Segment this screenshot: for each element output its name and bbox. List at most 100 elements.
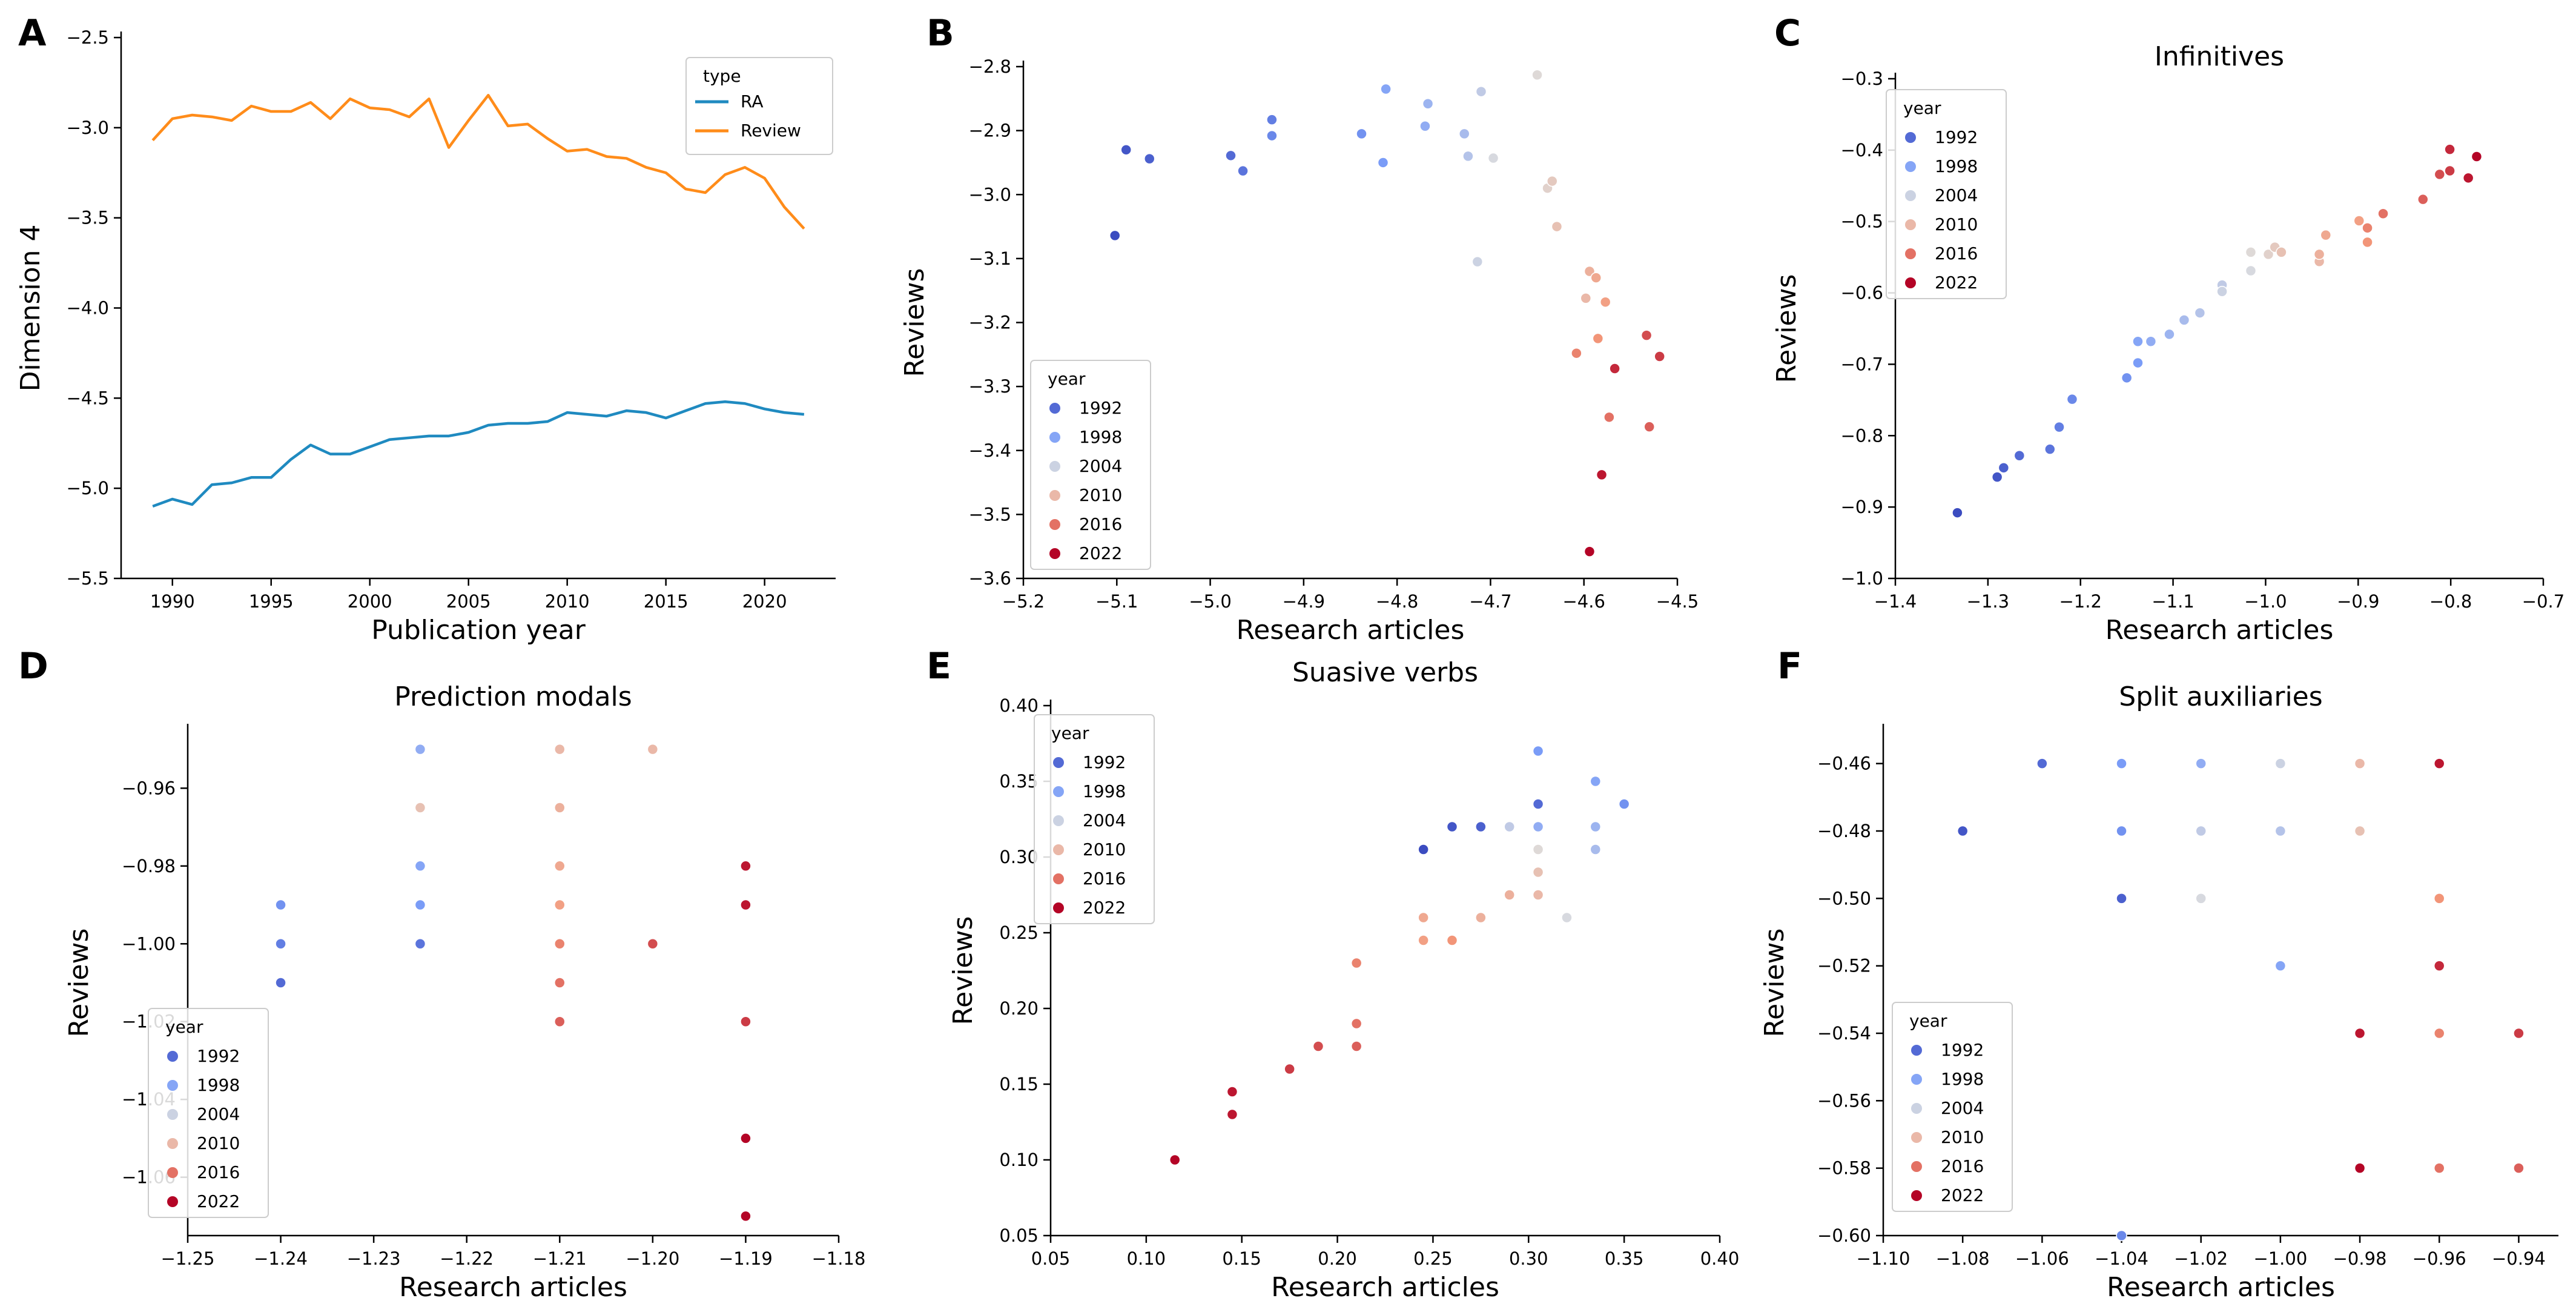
legend-swatch [1053, 844, 1064, 855]
scatter-point [2132, 357, 2144, 369]
scatter-point [2245, 247, 2257, 258]
series-line-ra [152, 400, 805, 508]
y-tick-label: −0.5 [1841, 211, 1883, 232]
scatter-point [2354, 758, 2366, 769]
y-tick-label: −3.0 [969, 184, 1011, 205]
scatter-point [414, 899, 426, 911]
y-tick-label: −0.46 [1817, 753, 1871, 774]
scatter-point [1532, 889, 1544, 901]
scatter-point [2433, 1162, 2445, 1174]
x-tick-label: −1.08 [1936, 1248, 1990, 1269]
scatter-point [554, 1016, 566, 1027]
legend-swatch [1049, 461, 1060, 472]
scatter-point [2433, 893, 2445, 904]
scatter-point [2053, 421, 2065, 433]
scatter-point [2513, 1027, 2525, 1039]
legend-entry: 2004 [1083, 810, 1126, 830]
scatter-point [1462, 150, 1474, 162]
scatter-point [554, 899, 566, 911]
legend-swatch [167, 1109, 178, 1120]
y-tick-label: 0.30 [999, 847, 1039, 867]
scatter-point [1471, 256, 1484, 268]
scatter-point [2274, 825, 2287, 837]
scatter-point [2145, 336, 2157, 347]
scatter-point [740, 1133, 751, 1144]
y-tick-label: 0.40 [999, 695, 1039, 716]
scatter-point [1590, 272, 1602, 283]
scatter-point [2274, 758, 2287, 769]
chart-title: Suasive verbs [1292, 657, 1478, 688]
scatter-point [1458, 128, 1470, 140]
scatter-point [275, 977, 286, 988]
y-tick-label: −0.54 [1817, 1023, 1871, 1044]
legend-entry: 1998 [1941, 1069, 1984, 1089]
scatter-point [2444, 165, 2455, 177]
y-tick-label: −3.2 [969, 313, 1011, 333]
legend-entry: 2004 [1941, 1098, 1984, 1118]
scatter-point [2513, 1162, 2525, 1174]
legend-entry: 2022 [1079, 543, 1122, 563]
scatter-point [740, 899, 751, 911]
x-tick-label: −1.2 [2059, 591, 2102, 612]
legend-title: year [165, 1017, 203, 1037]
scatter-point [1952, 507, 1963, 518]
x-tick-label: 0.05 [1031, 1248, 1071, 1269]
x-tick-label: 0.30 [1509, 1248, 1548, 1269]
x-tick-label: −1.1 [2152, 591, 2194, 612]
legend-swatch [1911, 1074, 1922, 1085]
y-tick-label: 0.05 [999, 1225, 1039, 1246]
chart-title: Prediction modals [394, 681, 632, 712]
legend-entry: 1992 [1079, 398, 1122, 418]
scatter-point [1551, 220, 1563, 233]
scatter-point [2216, 285, 2228, 297]
legend: year 1992 1998 2004 2010 2016 2022 [1892, 1002, 2013, 1212]
y-tick-label: 0.10 [999, 1150, 1039, 1170]
x-tick-label: −1.23 [347, 1248, 401, 1269]
scatter-point [2354, 1027, 2366, 1039]
scatter-point [740, 860, 751, 872]
scatter-point [1609, 363, 1620, 374]
scatter-point [1475, 821, 1487, 833]
x-tick-label: −4.6 [1563, 591, 1605, 612]
scatter-point [1418, 912, 1429, 924]
panel-letter: F [1777, 645, 1802, 687]
legend-entry: 2004 [1079, 456, 1122, 476]
x-tick-label: 2015 [644, 591, 689, 612]
y-axis-label: Dimension 4 [15, 225, 46, 392]
legend-title: type [703, 66, 741, 86]
y-tick-label: −0.7 [1841, 354, 1883, 374]
legend-entry: 2022 [1941, 1185, 1984, 1205]
legend-swatch [1053, 873, 1064, 884]
x-axis-label: Publication year [371, 615, 586, 646]
scatter-point [1237, 165, 1249, 177]
x-tick-label: 0.25 [1413, 1248, 1453, 1269]
x-axis-label: Research articles [1271, 1272, 1499, 1301]
x-tick-label: 0.15 [1222, 1248, 1261, 1269]
scatter-point [1618, 798, 1630, 810]
legend-swatch [167, 1080, 178, 1091]
legend-swatch [1905, 190, 1916, 201]
legend-entry: 1998 [1935, 156, 1978, 176]
legend-entry: 2016 [1083, 869, 1126, 889]
legend-entry: 2016 [1935, 243, 1978, 263]
scatter-point [1590, 844, 1602, 855]
x-tick-label: −4.8 [1376, 591, 1418, 612]
x-tick-label: −1.22 [440, 1248, 494, 1269]
legend-title: year [1048, 369, 1086, 389]
scatter-point [2262, 248, 2274, 260]
scatter-point [1350, 1041, 1362, 1052]
chart-panel-a: A 1990 1995 2000 2005 2010 2015 2020 −5.5 −5.0 −4.… [15, 12, 836, 646]
legend-swatch [1905, 132, 1916, 143]
legend-entry: 2022 [197, 1191, 240, 1211]
scatter-point [2044, 443, 2056, 455]
legend: year 1992 1998 2004 2010 2016 2022 [1034, 714, 1155, 924]
x-tick-label: −1.24 [254, 1248, 308, 1269]
scatter-point [1640, 329, 1653, 341]
x-tick-label: −0.96 [2413, 1248, 2466, 1269]
legend-box [1886, 89, 2007, 299]
legend-title: year [1051, 723, 1089, 743]
scatter-point [2362, 222, 2373, 234]
scatter-point [1561, 912, 1573, 924]
scatter-point [1475, 85, 1487, 98]
